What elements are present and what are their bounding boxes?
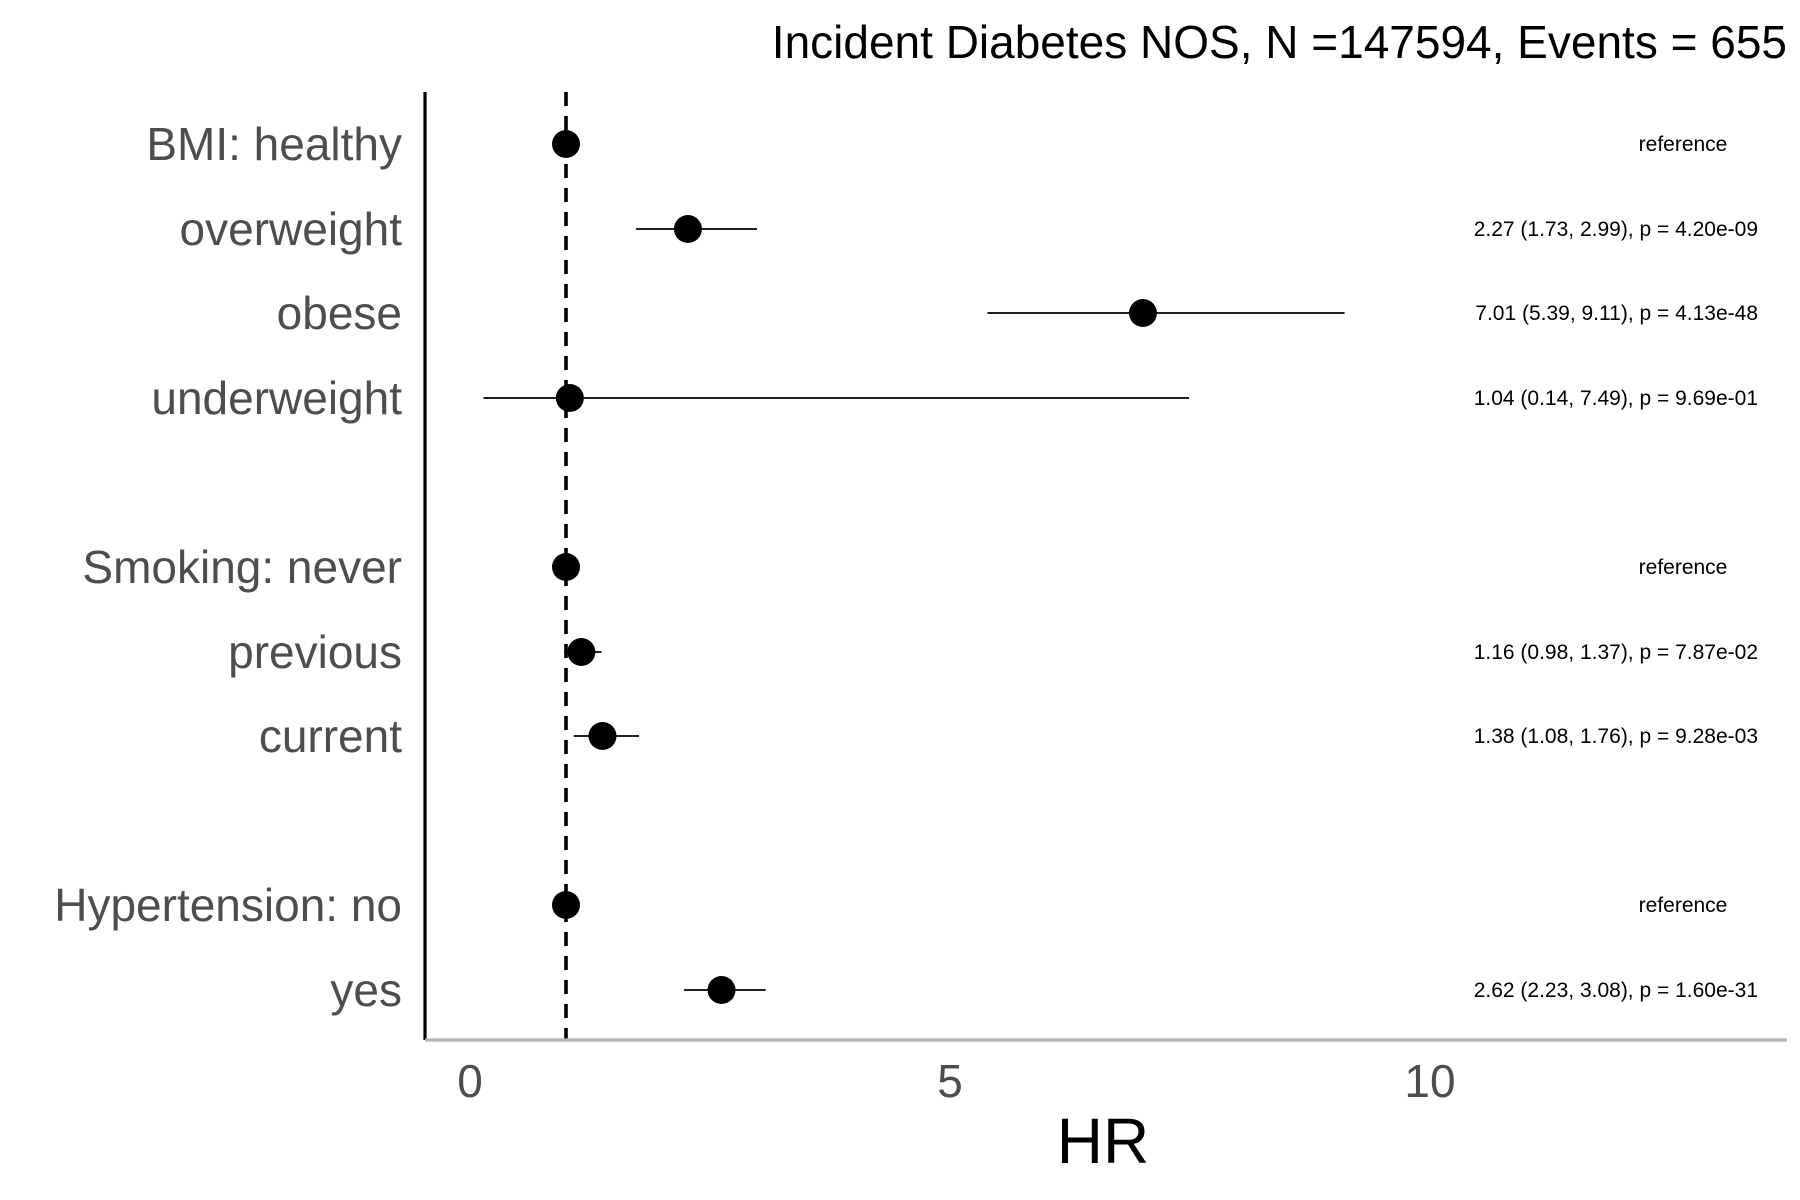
estimate-annotation: 2.27 (1.73, 2.99), p = 4.20e-09 — [1474, 218, 1758, 241]
row-label: overweight — [180, 203, 403, 255]
row-label: obese — [277, 287, 402, 339]
rows-layer: BMI: healthy reference overweight 2.27 (1.7… — [54, 118, 1758, 1016]
hr-point — [673, 215, 702, 243]
estimate-annotation: 1.04 (0.14, 7.49), p = 9.69e-01 — [1474, 387, 1758, 410]
forest-row: previous 1.16 (0.98, 1.37), p = 7.87e-02 — [228, 626, 1758, 678]
x-ticks-layer: 0 5 10 — [457, 1055, 1455, 1107]
estimate-annotation: 1.38 (1.08, 1.76), p = 9.28e-03 — [1474, 725, 1758, 748]
hr-point — [552, 891, 580, 919]
forest-row: Hypertension: no reference — [54, 879, 1727, 931]
estimate-annotation: 1.16 (0.98, 1.37), p = 7.87e-02 — [1474, 641, 1758, 664]
row-label: Smoking: never — [82, 541, 402, 593]
hr-point — [555, 384, 584, 412]
x-axis-title: HR — [1057, 1105, 1149, 1177]
x-tick-label: 5 — [937, 1055, 963, 1107]
estimate-annotation: 7.01 (5.39, 9.11), p = 4.13e-48 — [1475, 302, 1758, 325]
estimate-annotation: reference — [1639, 556, 1728, 579]
hr-point — [552, 553, 580, 581]
chart-title: Incident Diabetes NOS, N =147594, Events… — [772, 16, 1787, 68]
x-tick-label: 0 — [457, 1055, 483, 1107]
forest-row: yes 2.62 (2.23, 3.08), p = 1.60e-31 — [330, 964, 1758, 1016]
forest-row: Smoking: never reference — [82, 541, 1727, 593]
forest-row: current 1.38 (1.08, 1.76), p = 9.28e-03 — [259, 710, 1758, 762]
x-tick-label: 10 — [1404, 1055, 1455, 1107]
forest-row: overweight 2.27 (1.73, 2.99), p = 4.20e-0… — [180, 203, 1758, 255]
hr-point — [588, 722, 617, 750]
estimate-annotation: 2.62 (2.23, 3.08), p = 1.60e-31 — [1474, 979, 1758, 1002]
hr-point — [1128, 299, 1157, 327]
row-label: BMI: healthy — [146, 118, 402, 170]
estimate-annotation: reference — [1639, 133, 1728, 156]
hr-point — [707, 976, 736, 1004]
hr-point — [567, 638, 596, 666]
forest-row: BMI: healthy reference — [146, 118, 1727, 170]
row-label: underweight — [151, 372, 402, 424]
row-label: current — [259, 710, 402, 762]
forest-row: obese 7.01 (5.39, 9.11), p = 4.13e-48 — [277, 287, 1758, 339]
row-label: previous — [228, 626, 402, 678]
row-label: yes — [330, 964, 402, 1016]
forest-row: underweight 1.04 (0.14, 7.49), p = 9.69e-… — [151, 372, 1758, 424]
row-label: Hypertension: no — [54, 879, 402, 931]
estimate-annotation: reference — [1639, 894, 1728, 917]
